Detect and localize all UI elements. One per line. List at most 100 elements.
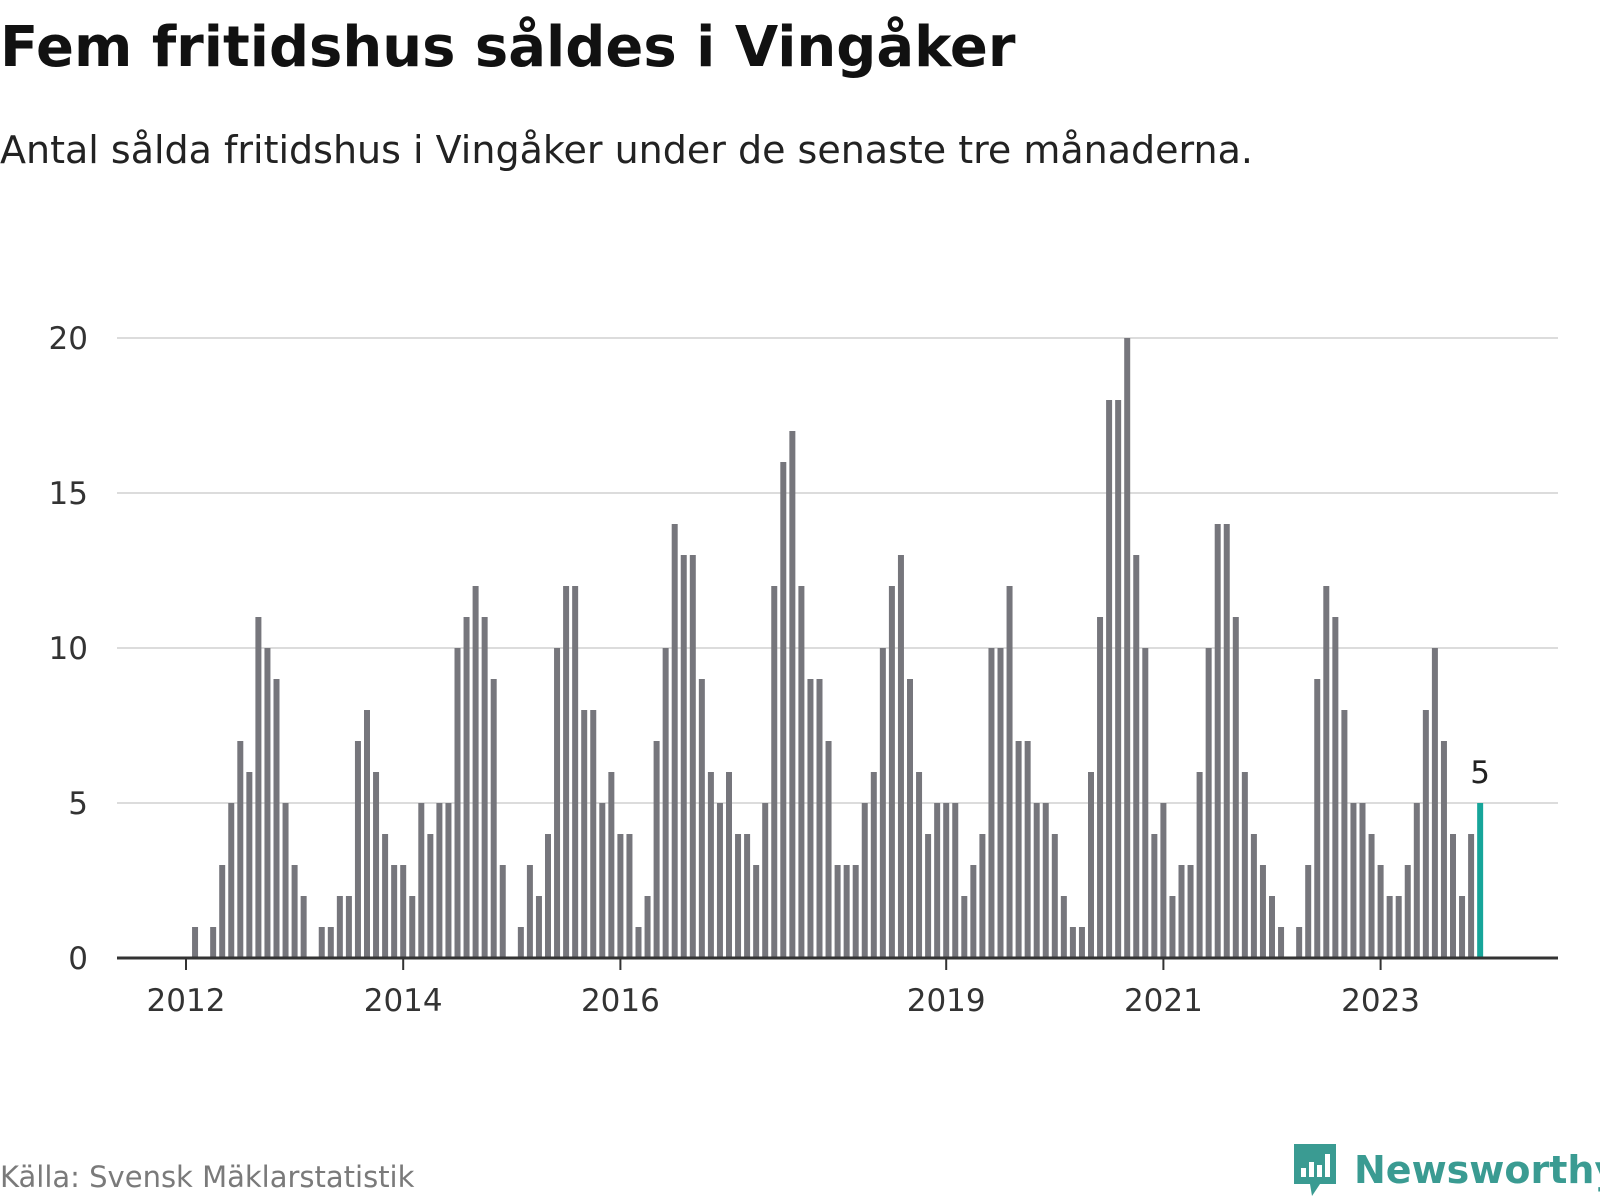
bar-highlighted — [1477, 803, 1484, 958]
bar — [753, 865, 760, 958]
bar — [1196, 772, 1203, 958]
bar — [282, 803, 289, 958]
bar — [1088, 772, 1094, 958]
x-tick-label: 2012 — [147, 983, 226, 1019]
bar — [1078, 927, 1085, 958]
x-tick-label: 2021 — [1124, 983, 1203, 1019]
bar — [219, 865, 226, 958]
bar — [1160, 803, 1167, 958]
bars — [192, 338, 1484, 958]
bar — [228, 803, 235, 958]
bar — [726, 772, 732, 958]
bar — [1142, 648, 1149, 958]
bar — [246, 772, 253, 958]
bar — [1368, 834, 1375, 958]
bar — [1178, 865, 1185, 958]
y-axis: 0 5 10 15 20 — [49, 321, 88, 977]
last-value-label: 5 — [1470, 755, 1490, 791]
bar — [870, 772, 877, 958]
bar — [554, 648, 561, 958]
bar — [744, 834, 751, 958]
bar — [192, 927, 199, 958]
bar — [1051, 834, 1058, 958]
bar — [608, 772, 615, 958]
bar — [1413, 803, 1420, 958]
bar — [427, 834, 434, 958]
bar — [1151, 834, 1158, 958]
bar — [255, 617, 262, 958]
bar — [237, 741, 244, 958]
bar — [680, 555, 687, 958]
bar — [1015, 741, 1022, 958]
bar — [545, 834, 551, 958]
bar — [1223, 524, 1230, 958]
bar — [481, 617, 488, 958]
bar — [816, 679, 823, 958]
bar — [843, 865, 850, 958]
bar — [1115, 400, 1122, 958]
source-note: Källa: Svensk Mäklarstatistik — [0, 1160, 415, 1194]
bar — [1377, 865, 1384, 958]
bar — [716, 803, 723, 958]
bar — [1169, 896, 1176, 958]
bar — [907, 679, 913, 958]
bar — [382, 834, 389, 958]
newsworthy-logo-icon — [1294, 1144, 1336, 1196]
bar — [897, 555, 904, 958]
bar — [1305, 865, 1312, 958]
bar — [345, 896, 352, 958]
bar — [1359, 803, 1366, 958]
bar — [780, 462, 787, 958]
bar — [1187, 865, 1194, 958]
bar — [1332, 617, 1339, 958]
bar — [1106, 400, 1113, 958]
bar — [572, 586, 579, 958]
bar — [454, 648, 461, 958]
bar — [888, 586, 895, 958]
bar — [1124, 338, 1131, 958]
bar — [626, 834, 633, 958]
bar — [590, 710, 597, 958]
bar — [707, 772, 714, 958]
bar — [581, 710, 588, 958]
bar — [644, 896, 651, 958]
bar — [336, 896, 343, 958]
bar — [535, 896, 542, 958]
bar — [852, 865, 859, 958]
bar — [979, 834, 986, 958]
bar — [1097, 617, 1104, 958]
bar — [1431, 648, 1438, 958]
bar — [409, 896, 416, 958]
bar — [418, 803, 425, 958]
bar — [1450, 834, 1456, 958]
x-tick-label: 2014 — [364, 983, 443, 1019]
y-tick-label: 10 — [49, 631, 88, 667]
bar-chart: 0 5 10 15 20 2012 2014 2016 2019 2021 2023 5 — [49, 321, 1558, 1019]
bar — [273, 679, 280, 958]
bar — [970, 865, 977, 958]
bar — [526, 865, 533, 958]
bar — [210, 927, 217, 958]
bar — [291, 865, 298, 958]
y-tick-label: 20 — [49, 321, 88, 357]
bar — [997, 648, 1004, 958]
bar — [861, 803, 868, 958]
bar — [373, 772, 380, 958]
bar — [698, 679, 705, 958]
bar — [499, 865, 506, 958]
bar — [400, 865, 407, 958]
bar — [1404, 865, 1411, 958]
chart-title: Fem fritidshus såldes i Vingåker — [0, 15, 1016, 80]
brand-name: Newsworthy — [1354, 1148, 1600, 1192]
bar — [916, 772, 923, 958]
bar — [1296, 927, 1303, 958]
bar — [1250, 834, 1257, 958]
bar — [1395, 896, 1402, 958]
x-tick-label: 2016 — [581, 983, 660, 1019]
bar — [1350, 803, 1357, 958]
bar — [798, 586, 805, 958]
bar — [1060, 896, 1067, 958]
bar — [1269, 896, 1275, 958]
bar — [789, 431, 796, 958]
y-tick-label: 5 — [68, 786, 88, 822]
